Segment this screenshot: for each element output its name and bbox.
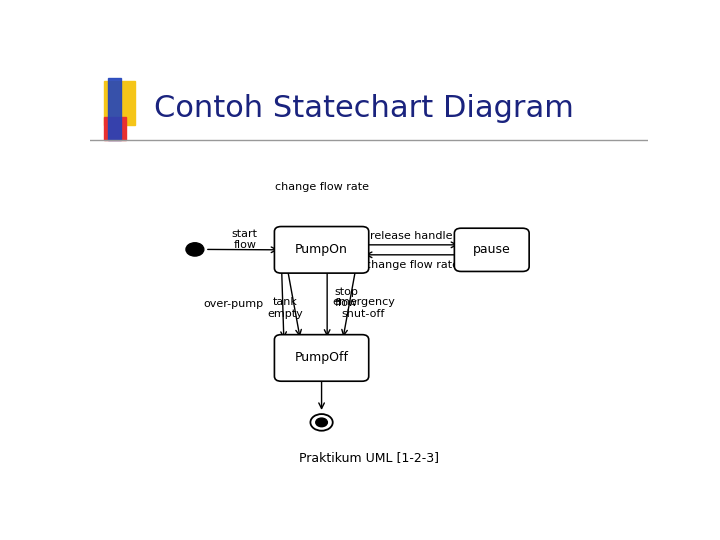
Bar bbox=[104, 82, 135, 125]
Text: change flow rate: change flow rate bbox=[274, 182, 369, 192]
Text: tank
empty: tank empty bbox=[267, 297, 303, 319]
Circle shape bbox=[186, 243, 204, 256]
Circle shape bbox=[316, 418, 328, 427]
Text: Contoh Statechart Diagram: Contoh Statechart Diagram bbox=[154, 94, 574, 123]
Text: pause: pause bbox=[473, 244, 510, 256]
Text: Praktikum UML [1-2-3]: Praktikum UML [1-2-3] bbox=[299, 451, 439, 464]
Text: PumpOff: PumpOff bbox=[294, 352, 348, 365]
Bar bbox=[109, 78, 121, 140]
FancyBboxPatch shape bbox=[454, 228, 529, 272]
Text: emergency
shut-off: emergency shut-off bbox=[332, 297, 395, 319]
FancyBboxPatch shape bbox=[274, 227, 369, 273]
Bar bbox=[104, 117, 126, 140]
Text: change flow rate: change flow rate bbox=[364, 260, 459, 270]
Text: PumpOn: PumpOn bbox=[295, 244, 348, 256]
Text: over-pump: over-pump bbox=[204, 299, 264, 309]
Text: start
flow: start flow bbox=[232, 228, 258, 250]
Text: stop
flow: stop flow bbox=[335, 287, 359, 308]
Text: release handle: release handle bbox=[370, 231, 453, 241]
Circle shape bbox=[310, 414, 333, 431]
FancyBboxPatch shape bbox=[274, 335, 369, 381]
